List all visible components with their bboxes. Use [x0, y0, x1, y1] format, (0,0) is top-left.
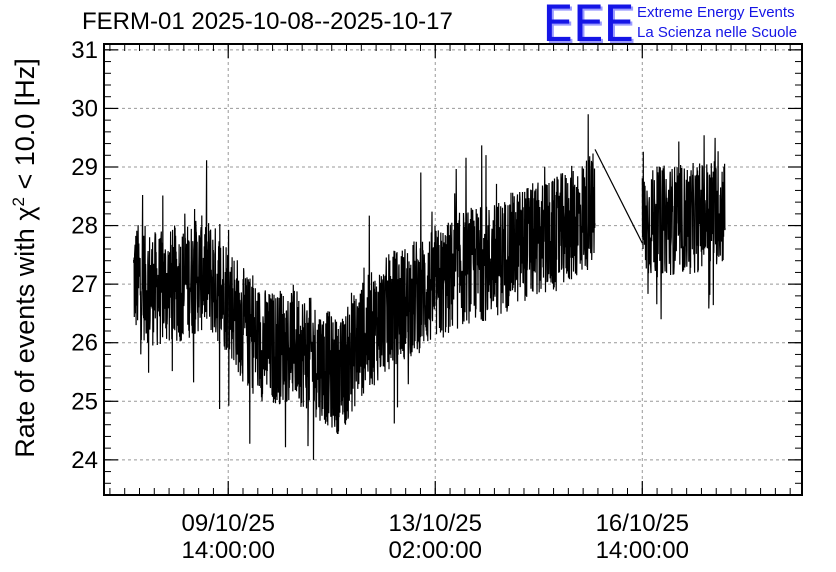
- x-tick-label-date: 13/10/25: [389, 510, 482, 537]
- tick-labels: 242526272829303109/10/2514:00:0013/10/25…: [71, 37, 689, 564]
- x-tick-label-time: 02:00:00: [389, 537, 482, 564]
- axis-ticks: [104, 44, 802, 496]
- y-tick-label: 29: [71, 154, 98, 181]
- y-tick-label: 27: [71, 271, 98, 298]
- y-tick-label: 26: [71, 330, 98, 357]
- x-tick-label-date: 16/10/25: [596, 510, 689, 537]
- plot-frame: [103, 43, 803, 496]
- x-tick-label-time: 14:00:00: [182, 537, 275, 564]
- y-tick-label: 28: [71, 213, 98, 240]
- eee-logo: EEE: [542, 0, 635, 53]
- data-series-line: [133, 114, 596, 460]
- data-series-line: [641, 135, 726, 320]
- logo-line-2: La Scienza nelle Scuole: [637, 24, 798, 41]
- x-tick-label-date: 09/10/25: [182, 510, 275, 537]
- logo-line-1: Extreme Energy Events: [637, 4, 795, 21]
- y-tick-label: 31: [71, 37, 98, 64]
- data-series-line: [594, 149, 643, 244]
- y-tick-label: 24: [71, 447, 98, 474]
- data-series: [133, 114, 726, 460]
- x-tick-label-time: 14:00:00: [596, 537, 689, 564]
- chart-title: FERM-01 2025-10-08--2025-10-17: [82, 8, 453, 35]
- y-tick-label: 25: [71, 388, 98, 415]
- y-tick-label: 30: [71, 95, 98, 122]
